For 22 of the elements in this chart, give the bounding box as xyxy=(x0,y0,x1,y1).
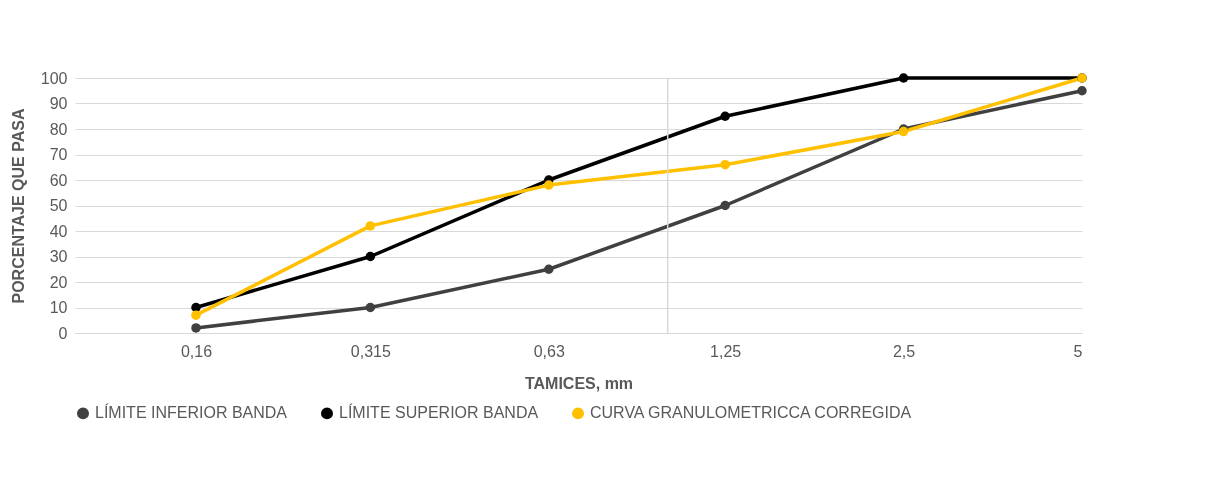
y-tick-label: 20 xyxy=(49,273,68,291)
x-tick-label: 1,25 xyxy=(710,342,742,360)
x-tick-label: 2,5 xyxy=(892,342,916,360)
y-tick-label: 0 xyxy=(58,324,68,342)
y-tick-label: 60 xyxy=(49,171,68,189)
legend-label: CURVA GRANULOMETRICCA CORREGIDA xyxy=(590,404,912,422)
y-tick-label: 10 xyxy=(49,299,68,316)
x-tick-label: 0,315 xyxy=(350,342,391,360)
y-tick-label: 50 xyxy=(49,197,68,214)
legend-label: LÍMITE SUPERIOR BANDA xyxy=(339,403,539,422)
y-axis-title: PORCENTAJE QUE PASA xyxy=(9,108,27,304)
x-axis-title: TAMICES, mm xyxy=(524,374,634,392)
y-tick-label: 70 xyxy=(49,146,68,163)
y-tick-label: 30 xyxy=(49,248,68,265)
x-tick-label: 0,63 xyxy=(533,342,565,360)
legend-label: LÍMITE INFERIOR BANDA xyxy=(95,403,288,422)
y-tick-label: 40 xyxy=(49,222,68,240)
y-tick-label: 90 xyxy=(49,95,68,112)
y-tick-label: 100 xyxy=(40,69,68,87)
x-tick-label: 0,16 xyxy=(180,342,213,360)
x-tick-label: 5 xyxy=(1073,342,1083,360)
y-tick-label: 80 xyxy=(49,120,68,138)
